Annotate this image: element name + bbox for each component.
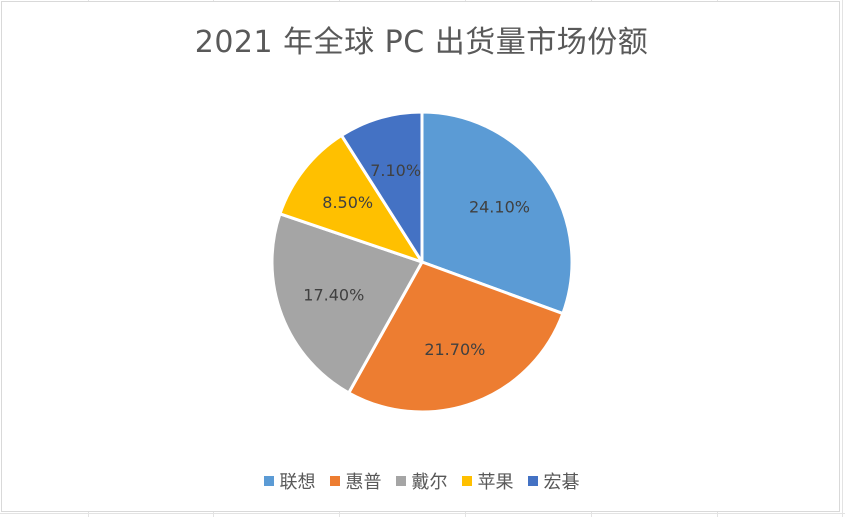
- legend-label: 惠普: [345, 472, 382, 493]
- legend-item-4[interactable]: 苹果: [461, 468, 514, 494]
- pie-slice-5[interactable]: [340, 110, 424, 264]
- legend-item-1[interactable]: 联想: [263, 468, 316, 494]
- legend-swatch: [263, 476, 274, 486]
- legend-item-3[interactable]: 戴尔: [395, 468, 448, 494]
- legend-label: 联想: [279, 472, 316, 493]
- legend-swatch: [329, 476, 340, 486]
- data-label-5[interactable]: 7.10%: [370, 161, 421, 180]
- pie-slice-4[interactable]: [278, 133, 424, 264]
- legend-swatch: [461, 476, 472, 486]
- chart-title[interactable]: 2021 年全球 PC 出货量市场份额: [194, 25, 649, 60]
- data-label-4[interactable]: 8.50%: [322, 193, 373, 212]
- cell-gridline: [842, 0, 843, 517]
- data-label-2[interactable]: 21.70%: [424, 340, 485, 359]
- legend-item-5[interactable]: 宏碁: [527, 468, 580, 494]
- pie-slice-3[interactable]: [270, 212, 424, 395]
- data-label-1[interactable]: 24.10%: [469, 197, 530, 216]
- chart-legend[interactable]: 联想 惠普 戴尔 苹果 宏碁: [2, 468, 841, 494]
- legend-swatch: [395, 476, 406, 486]
- legend-label: 宏碁: [543, 472, 580, 493]
- legend-swatch: [527, 476, 538, 486]
- legend-label: 苹果: [477, 472, 514, 493]
- legend-label: 戴尔: [411, 472, 448, 493]
- pie-slice-1[interactable]: [420, 110, 574, 316]
- legend-item-2[interactable]: 惠普: [329, 468, 382, 494]
- cell-gridline: [0, 513, 845, 514]
- data-label-3[interactable]: 17.40%: [303, 285, 364, 304]
